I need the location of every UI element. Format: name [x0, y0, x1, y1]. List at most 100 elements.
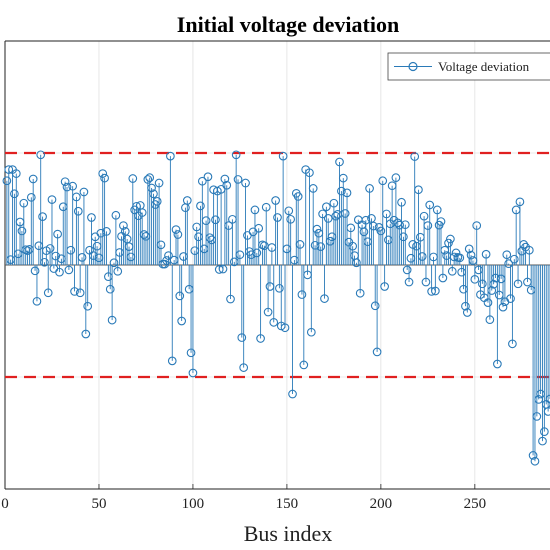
stem-marker [376, 226, 386, 236]
stem-marker [222, 180, 232, 190]
stem-marker [36, 150, 46, 160]
stem-marker [464, 244, 474, 254]
stem-marker [506, 294, 515, 303]
stem-marker [267, 243, 277, 252]
stem-marker [329, 198, 339, 208]
stem-marker [66, 245, 76, 255]
stem-marker [47, 195, 57, 204]
stem-marker [391, 173, 401, 182]
stem-marker [107, 315, 117, 325]
stem-marker [252, 248, 262, 258]
stem-marker [545, 394, 550, 404]
x-tick-label: 200 [370, 496, 393, 512]
stem-marker [145, 173, 155, 182]
stem-marker [220, 174, 230, 184]
stem-marker [113, 266, 123, 276]
stem-marker [459, 284, 468, 294]
stem-marker [11, 169, 21, 178]
stem-marker [297, 290, 307, 299]
stem-marker [250, 205, 260, 215]
stem-marker [365, 184, 374, 193]
stem-marker [523, 277, 532, 287]
tick-layer: 0 50 100 150 200 250 [1, 496, 486, 512]
stem-marker [102, 227, 111, 236]
stem-marker [51, 251, 61, 261]
x-tick-label: 100 [182, 496, 205, 512]
stem-marker [197, 176, 207, 186]
stem-marker [363, 237, 373, 247]
stem-marker [58, 202, 68, 212]
stem-marker [17, 226, 27, 236]
stem-marker [370, 301, 380, 311]
stem-marker [152, 197, 162, 206]
stem-marker [489, 279, 498, 289]
stem-marker [169, 255, 179, 265]
stem-marker [406, 253, 416, 263]
stem-marker [331, 211, 341, 221]
stem-marker [26, 193, 36, 202]
stem-marker [312, 224, 322, 234]
stem-marker [320, 294, 329, 303]
stem-marker [316, 242, 326, 251]
stem-marker [40, 257, 49, 267]
stem-marker [167, 356, 177, 366]
stem-marker [348, 241, 358, 251]
stem-marker [137, 208, 147, 217]
stem-marker [57, 254, 66, 264]
stem-marker [128, 174, 138, 183]
stem-marker [295, 240, 305, 249]
stem-marker [530, 456, 540, 466]
stem-marker [92, 241, 102, 251]
threshold-layer [5, 151, 550, 379]
stem-marker [275, 283, 284, 293]
stem-marker [25, 244, 34, 254]
stem-marker [387, 181, 397, 191]
stem-marker [310, 240, 320, 250]
stem-marker [359, 227, 369, 237]
stem-marker [88, 251, 98, 260]
stem-marker [427, 287, 436, 296]
stem-marker [457, 267, 467, 277]
stem-marker [483, 298, 493, 307]
stem-marker [156, 240, 166, 250]
stem-marker [402, 265, 412, 275]
stem-marker [175, 291, 185, 301]
stem-marker [532, 412, 542, 421]
stem-marker [280, 323, 290, 333]
stem-marker [164, 251, 173, 260]
stem-marker [87, 213, 96, 222]
stem-marker [472, 221, 482, 230]
stem-marker [382, 209, 391, 219]
stem-marker [23, 246, 32, 256]
stem-marker [305, 168, 314, 178]
stem-marker [132, 201, 141, 211]
stem-marker [109, 258, 119, 268]
stem-marker [485, 315, 495, 325]
stem-marker [466, 250, 476, 260]
stem-marker [143, 175, 153, 184]
stem-marker [201, 216, 211, 225]
x-tick-label: 150 [276, 496, 299, 512]
stem-marker [62, 182, 72, 192]
stem-marker [449, 252, 459, 262]
stem-marker [261, 202, 271, 212]
stem-marker [15, 217, 25, 227]
stem-marker [290, 255, 299, 265]
stem-marker [229, 257, 239, 267]
stem-marker [429, 252, 438, 262]
stem-marker [412, 241, 421, 251]
stem-marker [4, 165, 14, 174]
stem-marker [38, 212, 47, 221]
chart-title: Initial voltage deviation [177, 12, 399, 37]
stem-marker [491, 273, 500, 283]
stem-marker [205, 233, 215, 243]
stem-marker [327, 232, 337, 242]
stem-marker [199, 244, 209, 254]
stem-marker [231, 150, 241, 160]
stem-marker [278, 151, 288, 161]
stem-marker [73, 206, 83, 216]
stem-marker [239, 363, 249, 372]
stem-marker [34, 241, 44, 251]
stem-marker [256, 334, 265, 343]
stem-marker [188, 368, 198, 378]
